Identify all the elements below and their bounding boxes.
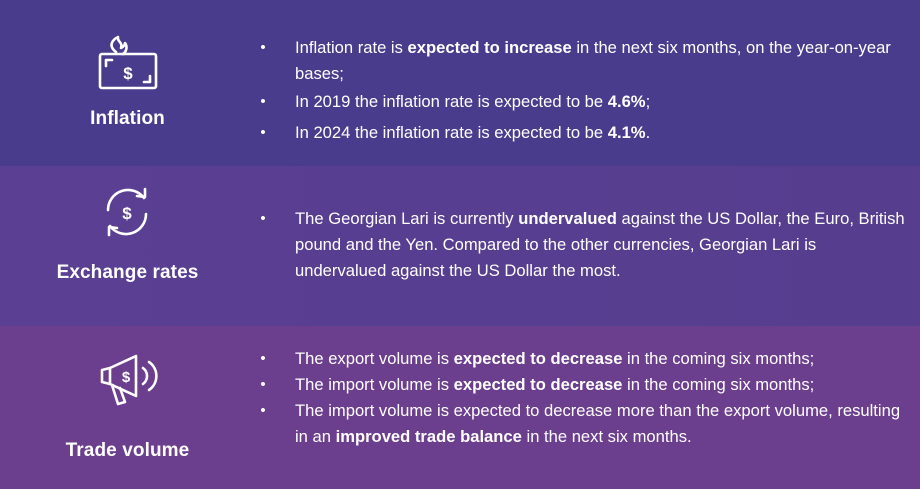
exchange-label: Exchange rates	[56, 262, 199, 283]
list-item: • In 2019 the inflation rate is expected …	[260, 92, 651, 111]
list-item: • In 2024 the inflation rate is expected …	[260, 123, 651, 142]
list-item: • The import volume is expected to decrea…	[260, 375, 815, 394]
inflation-label: Inflation	[90, 108, 165, 129]
money-flame-icon: $	[98, 35, 158, 90]
svg-text:$: $	[122, 369, 131, 386]
svg-text:$: $	[122, 204, 132, 223]
svg-text:$: $	[123, 64, 133, 83]
megaphone-dollar-icon: $	[100, 354, 158, 406]
trade-section: $ Trade volume • The export volume is exp…	[0, 326, 920, 489]
exchange-section: $ Exchange rates • The Georgian Lari is c…	[0, 166, 920, 326]
list-item: • The export volume is expected to decrea…	[260, 349, 815, 368]
list-item: • The import volume is expected to decrea…	[260, 401, 901, 446]
list-item: • Inflation rate is expected to increase …	[260, 38, 891, 83]
exchange-bullets: • The Georgian Lari is currently underval…	[258, 206, 908, 284]
inflation-bullets: • Inflation rate is expected to increase …	[258, 35, 908, 146]
list-item: • The Georgian Lari is currently underval…	[260, 209, 905, 280]
trade-label: Trade volume	[65, 440, 190, 461]
currency-exchange-icon: $	[106, 187, 148, 237]
trade-bullets: • The export volume is expected to decrea…	[258, 346, 908, 450]
inflation-section: $ Inflation • Inflation rate is expected …	[0, 0, 920, 166]
